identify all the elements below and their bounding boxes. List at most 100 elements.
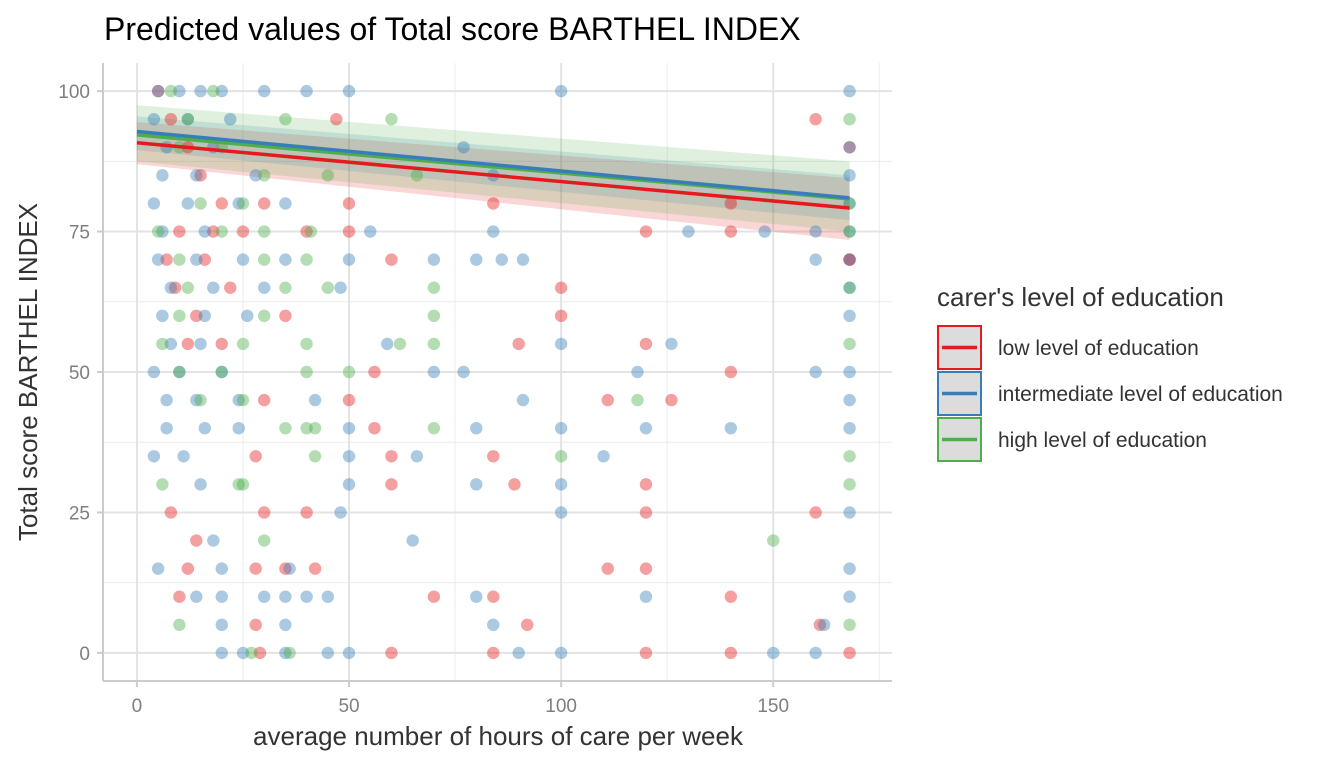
- legend-items: low level of education intermediate level…: [937, 325, 1283, 462]
- data-point: [224, 281, 237, 294]
- data-point: [257, 253, 271, 266]
- data-point: [236, 253, 250, 266]
- data-point: [215, 197, 228, 210]
- data-point: [300, 421, 313, 435]
- data-point: [342, 365, 356, 379]
- data-point: [427, 590, 441, 603]
- data-point: [639, 562, 653, 575]
- data-point: [151, 253, 165, 266]
- data-point: [843, 281, 856, 294]
- data-point: [385, 450, 398, 463]
- data-point: [156, 478, 169, 491]
- data-point: [147, 450, 161, 463]
- data-point: [194, 197, 207, 210]
- y-tick-label: 25: [69, 503, 90, 524]
- data-point: [601, 562, 614, 575]
- data-point: [724, 365, 738, 379]
- data-point: [342, 253, 356, 266]
- data-point: [843, 141, 856, 154]
- data-point: [724, 590, 738, 603]
- data-point: [190, 309, 203, 323]
- data-point: [207, 84, 220, 98]
- y-tick-label: 50: [69, 363, 90, 384]
- data-point: [843, 253, 856, 266]
- data-point: [487, 225, 500, 238]
- data-point: [843, 253, 856, 266]
- data-point: [330, 112, 343, 126]
- data-point: [809, 506, 822, 519]
- data-point: [427, 253, 441, 266]
- data-point: [724, 225, 738, 238]
- data-points: [147, 84, 856, 660]
- data-point: [190, 253, 203, 266]
- data-point: [487, 450, 500, 463]
- data-point: [194, 84, 207, 98]
- legend-label: low level of education: [998, 337, 1199, 360]
- data-point: [283, 646, 296, 660]
- data-point: [279, 618, 292, 632]
- data-point: [334, 281, 347, 294]
- legend: carer's level of education low level of …: [937, 282, 1283, 462]
- data-point: [724, 421, 738, 435]
- data-point: [393, 337, 407, 351]
- data-point: [427, 281, 441, 294]
- data-point: [368, 421, 381, 435]
- data-point: [236, 197, 250, 210]
- data-point: [160, 253, 173, 266]
- x-axis-title: average number of hours of care per week: [253, 721, 744, 751]
- data-point: [207, 225, 220, 238]
- data-point: [257, 534, 271, 547]
- data-point: [342, 450, 356, 463]
- data-point: [257, 197, 271, 210]
- data-point: [843, 281, 856, 294]
- data-point: [215, 562, 228, 575]
- data-point: [554, 450, 568, 463]
- data-point: [639, 421, 653, 435]
- chart-title: Predicted values of Total score BARTHEL …: [104, 11, 801, 47]
- data-point: [215, 646, 228, 660]
- data-point: [198, 309, 212, 323]
- data-point: [207, 281, 220, 294]
- data-point: [813, 618, 827, 632]
- data-point: [809, 253, 822, 266]
- data-point: [232, 393, 245, 407]
- data-point: [164, 281, 178, 294]
- data-point: [151, 562, 165, 575]
- data-point: [257, 590, 271, 603]
- tick-labels: 0 50 100 150 0 25 50 75 100: [58, 82, 789, 717]
- data-point: [257, 225, 271, 238]
- data-point: [843, 562, 856, 575]
- data-point: [190, 169, 203, 182]
- x-tick-label: 150: [757, 696, 789, 717]
- data-point: [194, 169, 207, 182]
- data-point: [304, 225, 318, 238]
- data-point: [308, 562, 322, 575]
- data-point: [682, 225, 695, 238]
- data-point: [232, 421, 245, 435]
- data-point: [385, 478, 398, 491]
- data-point: [194, 478, 207, 491]
- data-point: [554, 421, 568, 435]
- data-point: [342, 197, 356, 210]
- data-point: [249, 618, 262, 632]
- data-point: [300, 253, 313, 266]
- data-point: [342, 646, 356, 660]
- data-point: [151, 84, 165, 98]
- data-point: [198, 421, 212, 435]
- data-point: [554, 309, 568, 323]
- data-point: [512, 337, 525, 351]
- data-point: [767, 534, 780, 547]
- data-point: [300, 337, 313, 351]
- data-point: [232, 478, 245, 491]
- data-point: [181, 197, 195, 210]
- data-point: [758, 225, 771, 238]
- data-point: [181, 562, 195, 575]
- data-point: [508, 478, 521, 491]
- legend-title: carer's level of education: [937, 282, 1224, 312]
- data-point: [597, 450, 610, 463]
- data-point: [487, 590, 500, 603]
- data-point: [843, 365, 856, 379]
- data-point: [300, 590, 313, 603]
- data-point: [147, 112, 161, 126]
- data-point: [224, 112, 237, 126]
